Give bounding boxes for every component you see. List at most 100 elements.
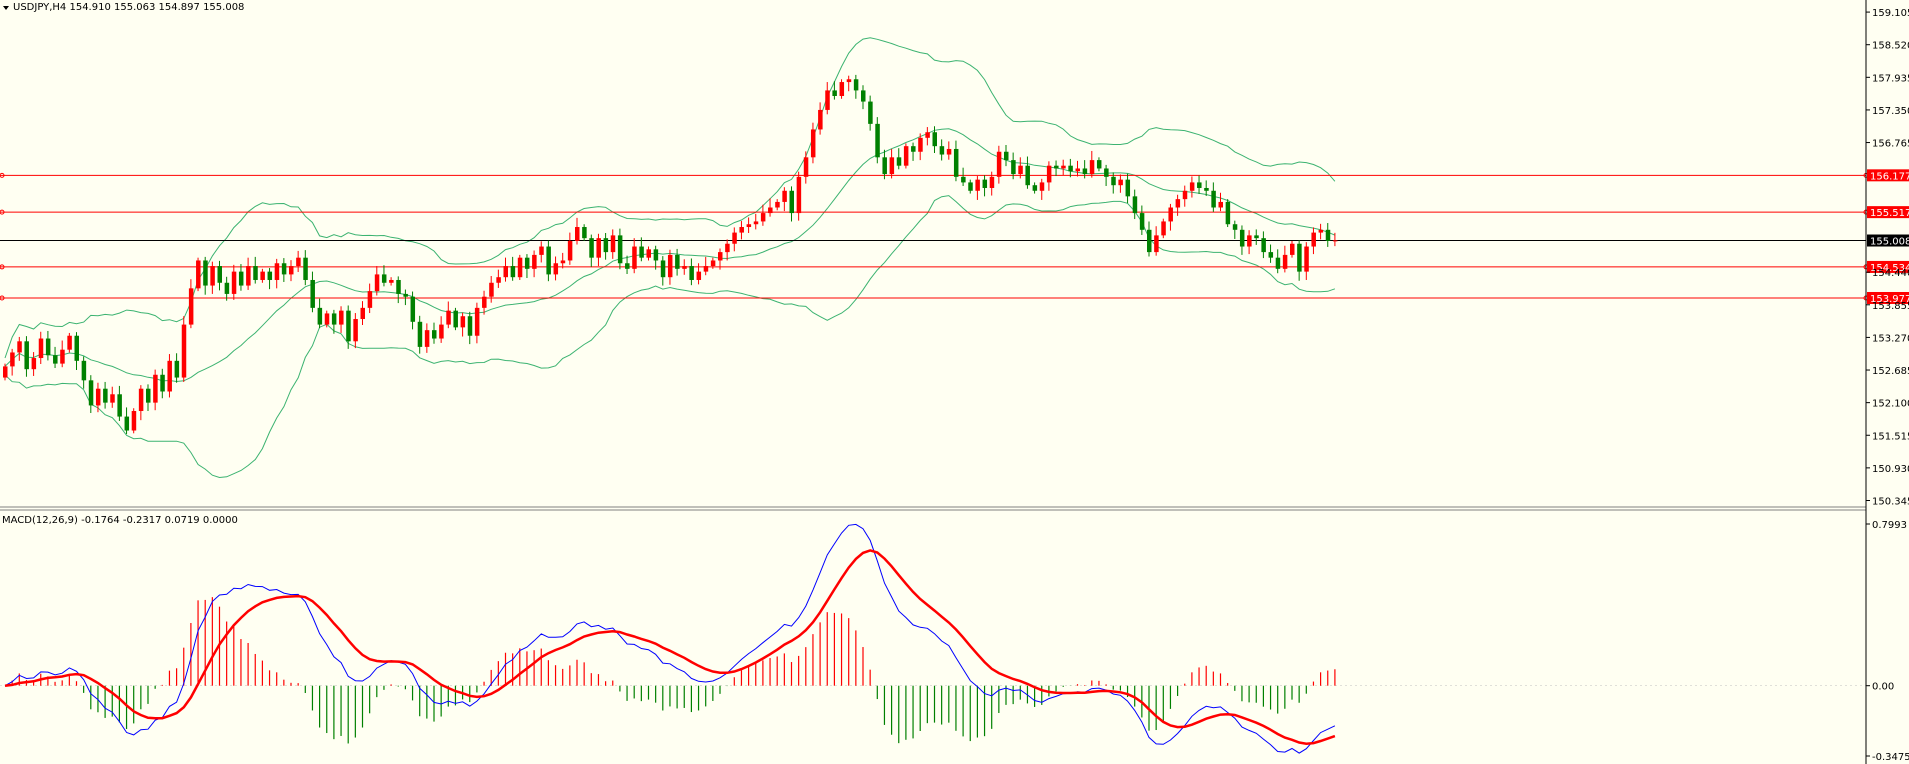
macd-pane[interactable] <box>0 523 1866 754</box>
candle[interactable] <box>1004 144 1009 167</box>
candle[interactable] <box>911 142 916 161</box>
candle[interactable] <box>675 248 680 276</box>
candle[interactable] <box>739 221 744 240</box>
candle[interactable] <box>632 238 637 274</box>
candle[interactable] <box>10 348 15 376</box>
candle[interactable] <box>1161 218 1166 239</box>
candle[interactable] <box>396 276 401 304</box>
candle[interactable] <box>946 141 952 160</box>
candle[interactable] <box>575 217 580 245</box>
candle[interactable] <box>296 250 301 273</box>
candle[interactable] <box>496 269 501 288</box>
candle[interactable] <box>818 102 823 135</box>
candle[interactable] <box>153 369 158 411</box>
candle[interactable] <box>939 139 945 161</box>
candle[interactable] <box>224 276 230 301</box>
candle[interactable] <box>67 332 72 353</box>
candle[interactable] <box>339 306 344 333</box>
candle[interactable] <box>1111 172 1116 194</box>
candle[interactable] <box>746 217 752 233</box>
candle[interactable] <box>617 228 623 270</box>
candle[interactable] <box>381 265 387 287</box>
candle[interactable] <box>975 176 980 200</box>
candle[interactable] <box>1132 189 1138 220</box>
price-pane[interactable] <box>0 37 1869 511</box>
candle[interactable] <box>1075 160 1081 177</box>
candle[interactable] <box>1297 240 1302 281</box>
candle[interactable] <box>517 254 523 280</box>
candle[interactable] <box>868 95 873 131</box>
candle[interactable] <box>246 257 251 290</box>
candle[interactable] <box>896 148 902 170</box>
candle[interactable] <box>582 224 587 241</box>
level-anchor[interactable] <box>0 172 5 178</box>
level-anchor[interactable] <box>0 295 5 301</box>
candle[interactable] <box>1232 220 1238 239</box>
candle[interactable] <box>217 260 223 291</box>
candle[interactable] <box>1118 174 1123 193</box>
candle[interactable] <box>524 254 530 278</box>
candle[interactable] <box>760 204 766 226</box>
candle[interactable] <box>1054 160 1059 177</box>
candle[interactable] <box>181 316 187 382</box>
candle[interactable] <box>253 256 258 284</box>
candle[interactable] <box>196 257 201 292</box>
candle[interactable] <box>210 261 215 294</box>
candle[interactable] <box>889 148 895 179</box>
candle[interactable] <box>260 268 265 283</box>
candle[interactable] <box>374 266 380 296</box>
candle[interactable] <box>3 363 8 381</box>
candle[interactable] <box>53 346 58 368</box>
candle[interactable] <box>1197 175 1202 194</box>
candle[interactable] <box>1096 157 1102 172</box>
candle[interactable] <box>367 283 373 314</box>
candle[interactable] <box>1175 194 1181 216</box>
candle[interactable] <box>1032 182 1038 194</box>
candle[interactable] <box>710 257 716 269</box>
candle[interactable] <box>553 256 559 281</box>
candle[interactable] <box>1154 226 1159 256</box>
candle[interactable] <box>918 133 923 161</box>
candle[interactable] <box>1189 176 1195 198</box>
candle[interactable] <box>796 171 802 221</box>
candle[interactable] <box>1275 249 1281 274</box>
macd-line[interactable] <box>4 523 1336 754</box>
candle[interactable] <box>1247 230 1252 255</box>
candle[interactable] <box>625 255 630 275</box>
candle[interactable] <box>38 331 44 365</box>
candle[interactable] <box>753 213 759 230</box>
candle[interactable] <box>1139 205 1145 235</box>
candle[interactable] <box>360 301 366 325</box>
candle[interactable] <box>532 250 537 278</box>
candle[interactable] <box>1125 173 1131 204</box>
candle[interactable] <box>489 276 494 303</box>
candle[interactable] <box>45 330 51 361</box>
candle[interactable] <box>331 309 337 334</box>
candle[interactable] <box>703 256 709 276</box>
candle[interactable] <box>460 312 466 337</box>
candle[interactable] <box>346 305 351 349</box>
candle[interactable] <box>60 340 65 368</box>
candle[interactable] <box>689 258 694 286</box>
candle[interactable] <box>682 259 687 275</box>
candle[interactable] <box>803 151 809 184</box>
candle[interactable] <box>95 382 101 413</box>
candle[interactable] <box>424 323 430 353</box>
candle[interactable] <box>167 354 172 398</box>
candle[interactable] <box>925 127 930 146</box>
macd-signal-line[interactable] <box>4 549 1336 745</box>
candle[interactable] <box>775 199 780 211</box>
candle[interactable] <box>1304 242 1309 280</box>
candle[interactable] <box>646 246 652 261</box>
candle[interactable] <box>853 74 859 99</box>
candle[interactable] <box>131 408 137 434</box>
candle[interactable] <box>539 241 544 263</box>
candle[interactable] <box>782 187 787 212</box>
level-anchor[interactable] <box>0 209 5 215</box>
candle[interactable] <box>482 290 487 315</box>
candle[interactable] <box>1225 199 1231 228</box>
candle[interactable] <box>1018 157 1023 179</box>
candle[interactable] <box>825 82 830 115</box>
candle[interactable] <box>810 122 816 164</box>
